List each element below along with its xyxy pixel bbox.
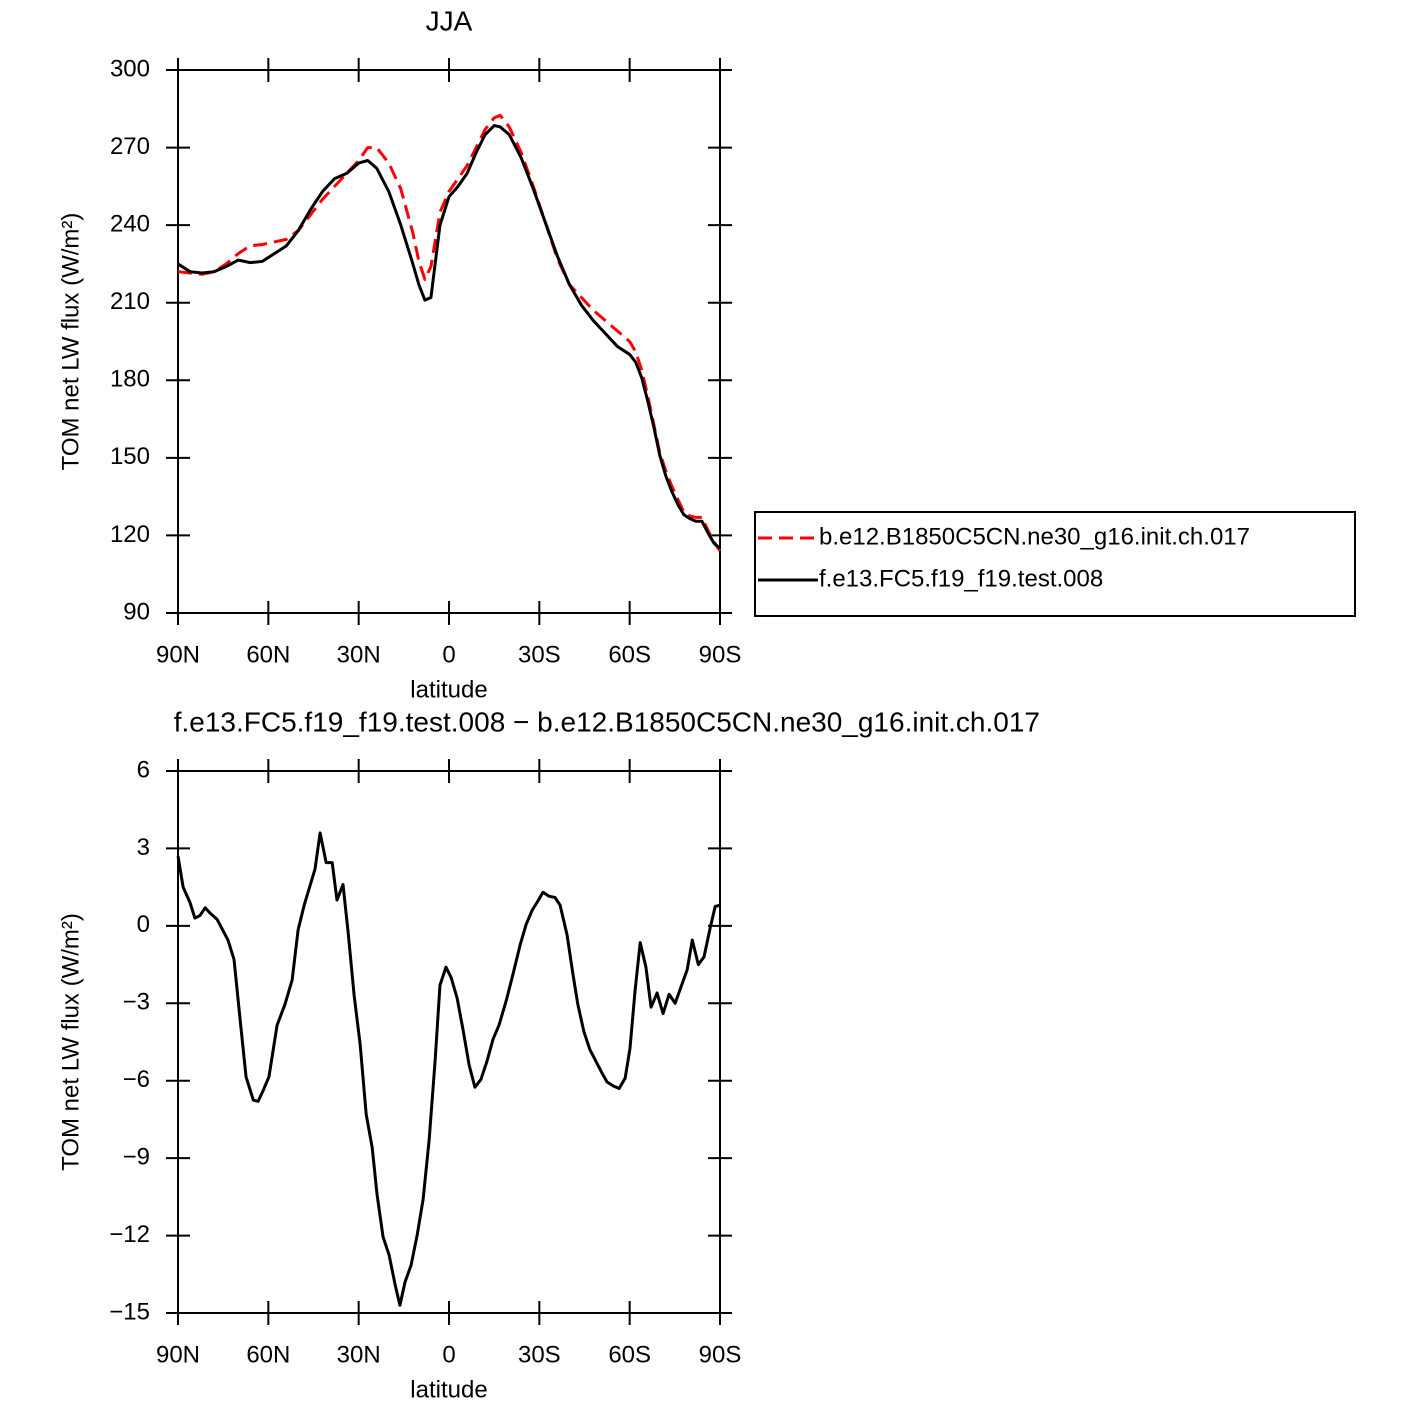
x-axis-label: latitude	[410, 1376, 487, 1403]
x-tick-label: 60S	[608, 641, 651, 668]
data-line	[176, 831, 721, 1307]
legend-box	[754, 511, 1356, 617]
y-axis-label: TOM net LW flux (W/m²)	[57, 913, 84, 1171]
y-tick-label: −15	[109, 1298, 150, 1325]
data-line	[177, 113, 722, 552]
y-tick-label: 0	[137, 911, 150, 938]
x-tick-label: 90S	[699, 641, 742, 668]
plot-frame	[177, 69, 721, 614]
x-tick-label: 90S	[699, 1341, 742, 1368]
x-tick-label: 30S	[518, 1341, 561, 1368]
x-tick-label: 90N	[156, 1341, 200, 1368]
y-tick-label: 6	[137, 756, 150, 783]
x-tick-label: 60N	[246, 1341, 290, 1368]
x-tick-label: 30N	[337, 641, 381, 668]
y-tick-label: 90	[123, 598, 150, 625]
chart-title: f.e13.FC5.f19_f19.test.008 − b.e12.B1850…	[174, 706, 1040, 737]
x-tick-label: 30N	[337, 1341, 381, 1368]
chart-title: JJA	[426, 5, 473, 36]
y-tick-label: −9	[123, 1143, 150, 1170]
plot-frame	[177, 770, 721, 1314]
x-axis-label: latitude	[410, 676, 487, 703]
y-tick-label: 180	[110, 366, 150, 393]
legend-label: f.e13.FC5.f19_f19.test.008	[819, 565, 1103, 592]
x-tick-label: 90N	[156, 641, 200, 668]
x-tick-label: 60S	[608, 1341, 651, 1368]
y-axis-label: TOM net LW flux (W/m²)	[57, 213, 84, 471]
y-tick-label: 270	[110, 133, 150, 160]
y-tick-label: 150	[110, 443, 150, 470]
x-tick-label: 0	[442, 1341, 455, 1368]
y-tick-label: 3	[137, 834, 150, 861]
x-tick-label: 30S	[518, 641, 561, 668]
x-tick-label: 60N	[246, 641, 290, 668]
x-tick-label: 0	[442, 641, 455, 668]
y-tick-label: 240	[110, 210, 150, 237]
y-tick-label: 210	[110, 288, 150, 315]
y-tick-label: −12	[109, 1221, 150, 1248]
y-tick-label: −3	[123, 989, 150, 1016]
y-tick-label: 120	[110, 521, 150, 548]
y-tick-label: 300	[110, 55, 150, 82]
data-line	[177, 124, 721, 550]
y-tick-label: −6	[123, 1066, 150, 1093]
legend-label: b.e12.B1850C5CN.ne30_g16.init.ch.017	[819, 523, 1250, 550]
